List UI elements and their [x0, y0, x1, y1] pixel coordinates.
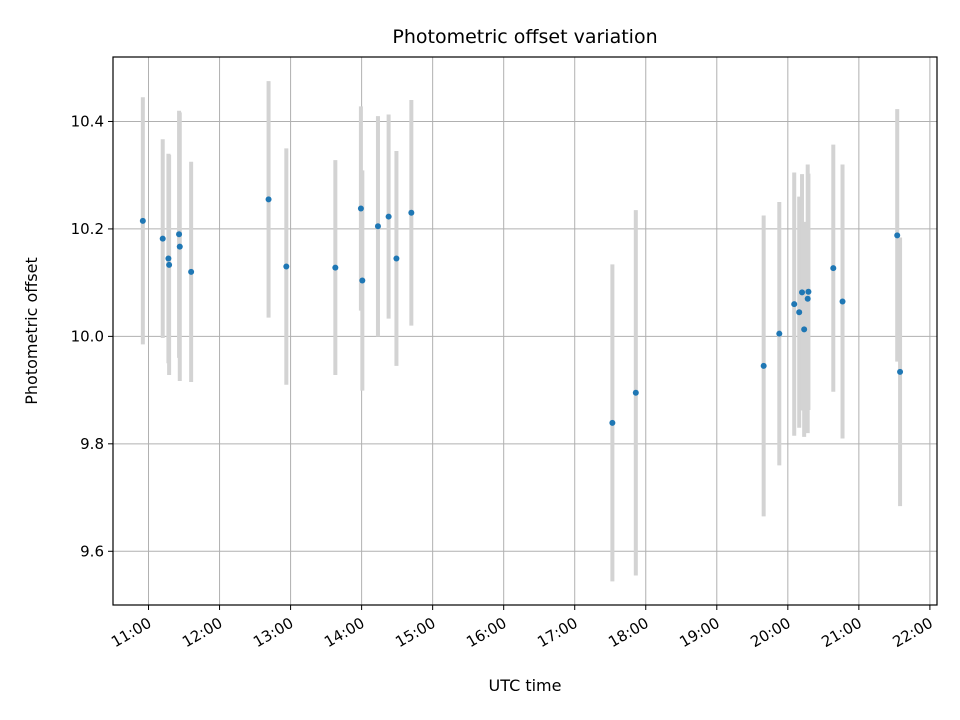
data-point — [805, 288, 812, 295]
data-point — [188, 268, 195, 275]
x-axis-label: UTC time — [489, 676, 562, 695]
y-tick-label: 10.4 — [71, 112, 104, 130]
data-point — [159, 235, 166, 242]
data-point — [796, 309, 803, 316]
data-point — [801, 326, 808, 333]
data-point — [791, 301, 798, 308]
chart-title: Photometric offset variation — [392, 26, 657, 48]
data-point — [776, 330, 783, 337]
data-point — [332, 264, 339, 271]
y-axis-label: Photometric offset — [22, 257, 41, 405]
data-point — [393, 255, 400, 262]
data-points — [139, 196, 904, 426]
data-point — [176, 243, 183, 250]
data-point — [385, 213, 392, 220]
data-point — [176, 231, 183, 238]
data-point — [897, 368, 904, 375]
data-point — [374, 223, 381, 230]
grid — [113, 57, 937, 605]
data-point — [265, 196, 272, 203]
data-point — [830, 265, 837, 272]
data-point — [139, 217, 146, 224]
data-point — [283, 263, 290, 270]
data-point — [804, 295, 811, 302]
y-tick-label: 10.0 — [71, 327, 104, 345]
data-point — [357, 205, 364, 212]
data-point — [894, 232, 901, 239]
data-point — [359, 277, 366, 284]
data-point — [799, 289, 806, 296]
y-tick-label: 9.8 — [80, 435, 104, 453]
data-point — [408, 209, 415, 216]
y-tick-label: 10.2 — [71, 220, 104, 238]
data-point — [839, 298, 846, 305]
data-point — [165, 255, 172, 262]
plot-frame — [112, 56, 938, 606]
data-point — [632, 389, 639, 396]
data-point — [166, 261, 173, 268]
data-point — [609, 419, 616, 426]
y-tick-label: 9.6 — [80, 542, 104, 560]
y-axis-ticks: 9.6 9.8 10.0 10.2 10.4 — [71, 112, 113, 560]
data-point — [760, 362, 767, 369]
